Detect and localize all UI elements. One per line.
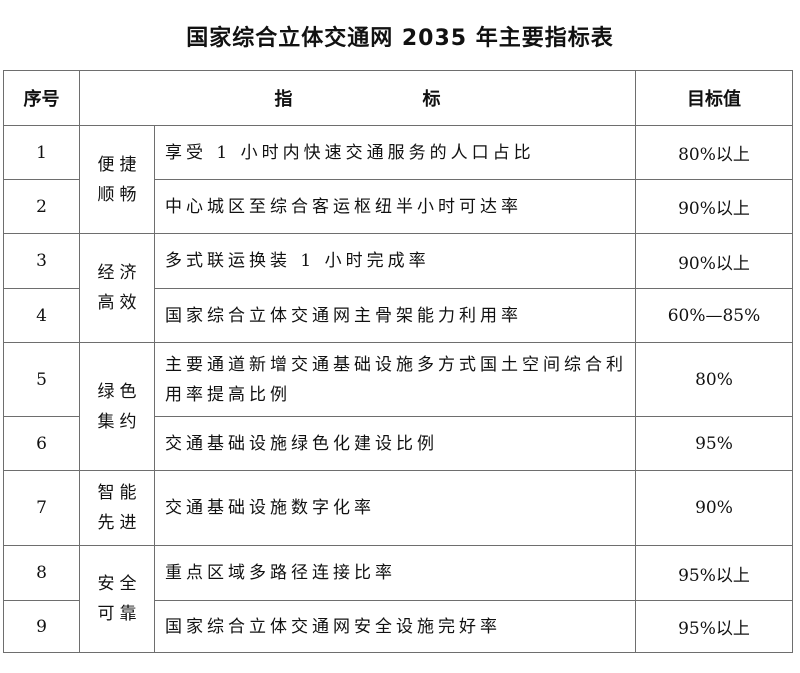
category-cell: 绿色 集约 (79, 342, 155, 471)
page-title: 国家综合立体交通网 2035 年主要指标表 (186, 26, 614, 51)
target-cell: 95%以上 (635, 600, 793, 653)
category-line: 高效 (97, 293, 142, 313)
header-indicator-left: 指 (274, 89, 293, 110)
row-number: 5 (3, 342, 80, 417)
table-header: 序号 指标 目标值 (3, 70, 793, 126)
header-target: 目标值 (635, 70, 793, 126)
indicator-table: 序号 指标 目标值 1 便捷 顺畅 享受 1 小时内快速交通服务的人口占比 80%… (3, 70, 793, 653)
category-line: 可靠 (97, 604, 142, 624)
row-number: 9 (3, 600, 80, 653)
table-row: 1 便捷顺畅 享受 1 小时内快速交通服务的人口占比 80%以上 (3, 125, 793, 234)
target-cell: 80%以上 (635, 125, 793, 180)
target-cell: 80% (635, 342, 793, 417)
row-number: 2 (3, 179, 80, 234)
row-number: 8 (3, 545, 80, 601)
category-line: 安全 (97, 574, 142, 594)
category-line: 集约 (97, 411, 142, 432)
target-cell: 95%以上 (635, 545, 793, 601)
table-row: 7 智能先进 交通基础设施数字化率 90% (3, 470, 793, 546)
header-indicator: 指标 (79, 70, 636, 126)
target-cell: 60%—85% (635, 288, 793, 343)
table-row: 4 国家综合立体交通网主骨架能力利用率 60%—85% (3, 288, 793, 343)
row-number: 6 (3, 416, 80, 471)
table-row: 3 经济高效 多式联运换装 1 小时完成率 90%以上 (3, 233, 793, 343)
category-line: 智能 (97, 483, 142, 503)
table-row: 8 安全可靠 重点区域多路径连接比率 95%以上 (3, 545, 793, 653)
indicator-cell: 享受 1 小时内快速交通服务的人口占比 (154, 125, 636, 180)
header-index: 序号 (3, 70, 80, 126)
indicator-cell: 国家综合立体交通网安全设施完好率 (154, 600, 636, 653)
header-indicator-right: 标 (422, 89, 441, 110)
category-cell: 智能 先进 (79, 470, 155, 546)
row-number: 4 (3, 288, 80, 343)
target-cell: 90%以上 (635, 233, 793, 289)
table-row: 2 中心城区至综合客运枢纽半小时可达率 90%以上 (3, 179, 793, 234)
indicator-cell: 交通基础设施绿色化建设比例 (154, 416, 636, 471)
table-row: 9 国家综合立体交通网安全设施完好率 95%以上 (3, 600, 793, 653)
category-cell: 经济 高效 (79, 233, 155, 343)
target-cell: 90% (635, 470, 793, 546)
category-line: 便捷 (97, 154, 142, 175)
category-line: 经济 (97, 263, 142, 283)
indicator-cell: 多式联运换装 1 小时完成率 (154, 233, 636, 289)
row-number: 1 (3, 125, 80, 180)
indicator-cell: 重点区域多路径连接比率 (154, 545, 636, 601)
target-cell: 95% (635, 416, 793, 471)
indicator-cell: 国家综合立体交通网主骨架能力利用率 (154, 288, 636, 343)
table-row: 5 绿色集约 主要通道新增交通基础设施多方式国土空间综合利用率提高比例 80% (3, 342, 793, 471)
row-number: 3 (3, 233, 80, 289)
indicator-cell: 主要通道新增交通基础设施多方式国土空间综合利用率提高比例 (154, 342, 636, 417)
category-cell: 便捷 顺畅 (79, 125, 155, 234)
row-number: 7 (3, 470, 80, 546)
indicator-cell: 交通基础设施数字化率 (154, 470, 636, 546)
category-line: 顺畅 (97, 184, 142, 205)
category-cell: 安全 可靠 (79, 545, 155, 653)
target-cell: 90%以上 (635, 179, 793, 234)
category-line: 绿色 (97, 381, 142, 402)
indicator-cell: 中心城区至综合客运枢纽半小时可达率 (154, 179, 636, 234)
category-line: 先进 (97, 513, 142, 533)
